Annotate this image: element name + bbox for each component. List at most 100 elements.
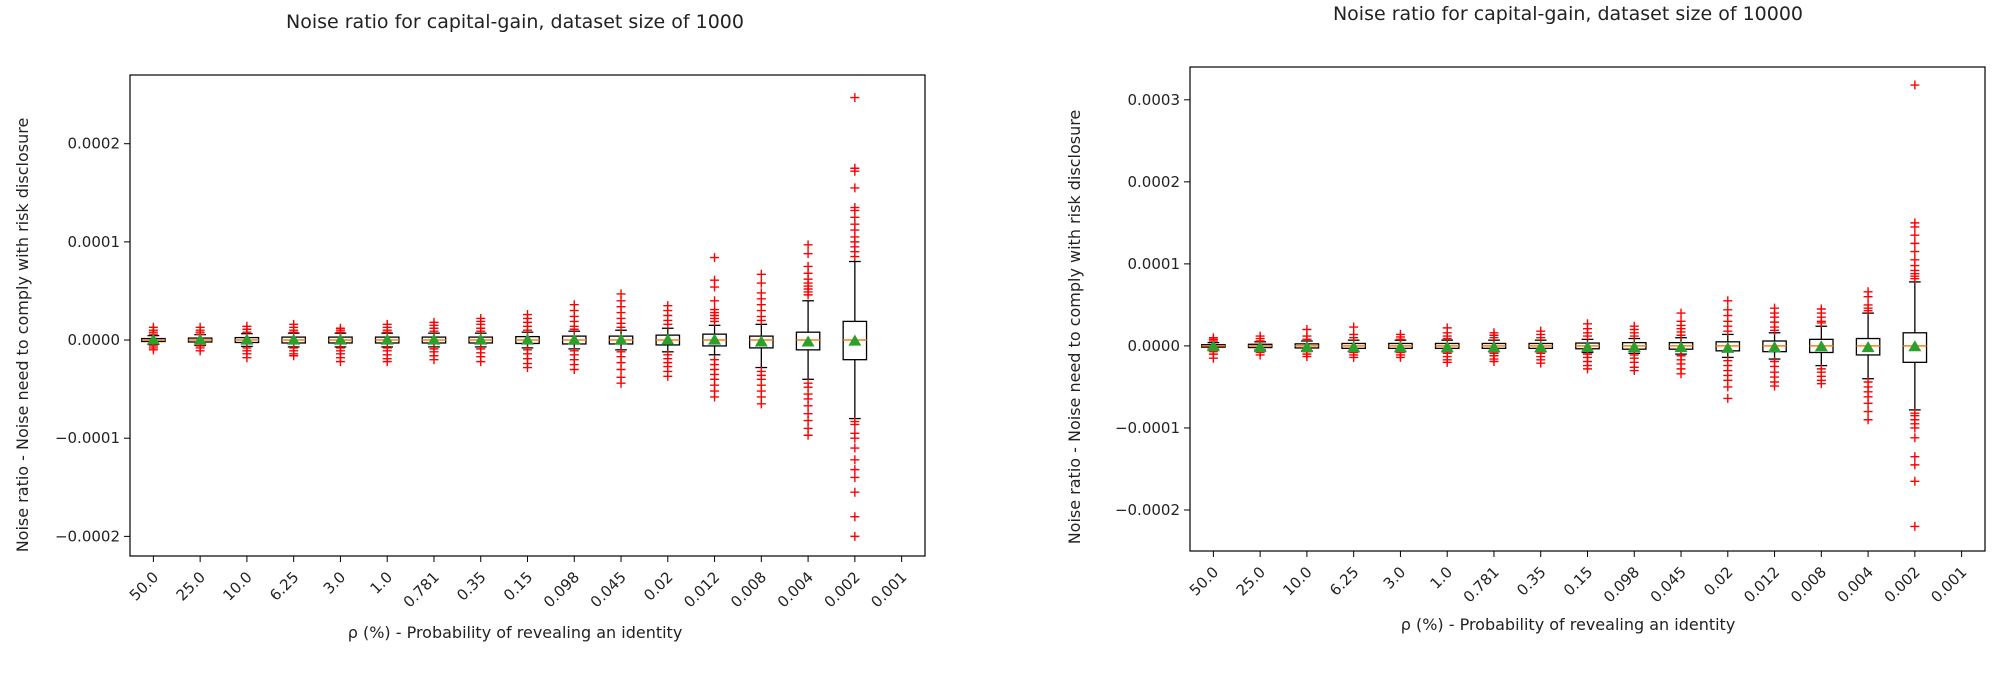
outlier-point xyxy=(710,282,720,292)
x-tick-label: 10.0 xyxy=(1279,563,1315,599)
mean-marker xyxy=(474,333,488,345)
y-tick-label: 0.0003 xyxy=(1128,91,1181,109)
x-tick-label: 0.15 xyxy=(500,568,536,604)
chart-title: Noise ratio for capital-gain, dataset si… xyxy=(286,11,744,33)
outlier-point xyxy=(1816,318,1826,328)
outlier-point xyxy=(850,252,860,262)
outlier-point xyxy=(850,443,860,453)
mean-marker xyxy=(1487,341,1501,353)
mean-marker xyxy=(567,333,581,345)
mean-marker xyxy=(1627,341,1641,353)
x-tick-label: 0.781 xyxy=(400,568,443,611)
outlier-point xyxy=(1910,238,1920,248)
outlier-point xyxy=(663,319,673,329)
x-tick-label: 0.35 xyxy=(453,568,489,604)
mean-marker xyxy=(1440,341,1454,353)
mean-marker xyxy=(240,333,254,345)
x-tick-label: 3.0 xyxy=(1380,563,1410,593)
mean-marker xyxy=(427,333,441,345)
x-tick-label: 0.012 xyxy=(680,568,723,611)
outlier-point xyxy=(710,392,720,402)
outlier-point xyxy=(1723,296,1733,306)
outlier-point xyxy=(1863,306,1873,316)
mean-marker xyxy=(1721,341,1735,353)
mean-marker xyxy=(1908,340,1922,352)
outlier-point xyxy=(1723,382,1733,392)
outlier-point xyxy=(1863,415,1873,425)
outlier-point xyxy=(803,290,813,300)
outlier-point xyxy=(382,357,392,367)
y-tick-label: −0.0001 xyxy=(1115,419,1180,437)
outlier-point xyxy=(616,322,626,332)
outlier-point xyxy=(756,399,766,409)
outlier-point xyxy=(1349,333,1359,343)
outlier-point xyxy=(850,465,860,475)
mean-marker xyxy=(1534,341,1548,353)
outlier-point xyxy=(1629,331,1639,341)
mean-marker xyxy=(754,335,768,347)
outlier-point xyxy=(429,355,439,365)
mean-marker xyxy=(1861,341,1875,353)
y-tick-label: 0.0002 xyxy=(68,135,121,153)
y-tick-label: −0.0002 xyxy=(1115,501,1180,519)
outlier-point xyxy=(1676,330,1686,340)
x-tick-label: 0.15 xyxy=(1560,563,1596,599)
x-tick-label: 0.02 xyxy=(640,568,676,604)
mean-marker xyxy=(848,334,862,346)
y-tick-label: −0.0001 xyxy=(55,429,120,447)
x-tick-label: 50.0 xyxy=(1186,563,1222,599)
outlier-point xyxy=(710,316,720,326)
outlier-point xyxy=(1863,292,1873,302)
outlier-point xyxy=(1910,247,1920,257)
y-axis-label: Noise ratio - Noise need to comply with … xyxy=(1065,110,1084,545)
outlier-point xyxy=(1910,452,1920,462)
outlier-point xyxy=(756,269,766,279)
mean-marker xyxy=(1768,341,1782,353)
outlier-point xyxy=(1349,352,1359,362)
mean-marker xyxy=(661,333,675,345)
outlier-point xyxy=(569,364,579,374)
outlier-point xyxy=(335,357,345,367)
outlier-point xyxy=(242,353,252,363)
outlier-point xyxy=(289,351,299,361)
x-tick-label: 0.045 xyxy=(1647,563,1690,606)
chart-size-1000: Noise ratio for capital-gain, dataset si… xyxy=(13,11,926,642)
y-axis-label: Noise ratio - Noise need to comply with … xyxy=(13,118,32,553)
outlier-point xyxy=(1910,274,1920,284)
y-tick-label: 0.0002 xyxy=(1128,173,1181,191)
outlier-point xyxy=(803,401,813,411)
outlier-point xyxy=(1489,357,1499,367)
mean-marker xyxy=(287,333,301,345)
outlier-point xyxy=(710,296,720,306)
outlier-point xyxy=(756,315,766,325)
mean-marker xyxy=(1206,340,1220,352)
x-tick-label: 3.0 xyxy=(320,568,350,598)
mean-marker xyxy=(146,333,160,345)
outlier-point xyxy=(850,93,860,103)
outlier-point xyxy=(1910,222,1920,232)
outlier-point xyxy=(616,364,626,374)
outlier-point xyxy=(1536,358,1546,368)
outlier-point xyxy=(756,278,766,288)
outlier-point xyxy=(1863,398,1873,408)
x-tick-label: 0.002 xyxy=(821,568,864,611)
outlier-point xyxy=(616,378,626,388)
chart-title: Noise ratio for capital-gain, dataset si… xyxy=(1333,3,1803,25)
x-tick-label: 0.35 xyxy=(1513,563,1549,599)
outlier-point xyxy=(850,166,860,176)
outlier-point xyxy=(1910,460,1920,470)
mean-marker xyxy=(1814,340,1828,352)
outlier-point xyxy=(850,419,860,429)
x-tick-label: 0.781 xyxy=(1460,563,1503,606)
outlier-point xyxy=(1910,521,1920,531)
x-axis-label: ρ (%) - Probability of revealing an iden… xyxy=(348,623,683,642)
outlier-point xyxy=(1770,381,1780,391)
outlier-point xyxy=(850,487,860,497)
x-tick-label: 0.002 xyxy=(1881,563,1924,606)
mean-marker xyxy=(521,333,534,345)
x-tick-label: 25.0 xyxy=(173,568,209,604)
x-tick-label: 0.098 xyxy=(540,568,583,611)
mean-marker xyxy=(614,333,628,345)
x-tick-label: 50.0 xyxy=(126,568,162,604)
